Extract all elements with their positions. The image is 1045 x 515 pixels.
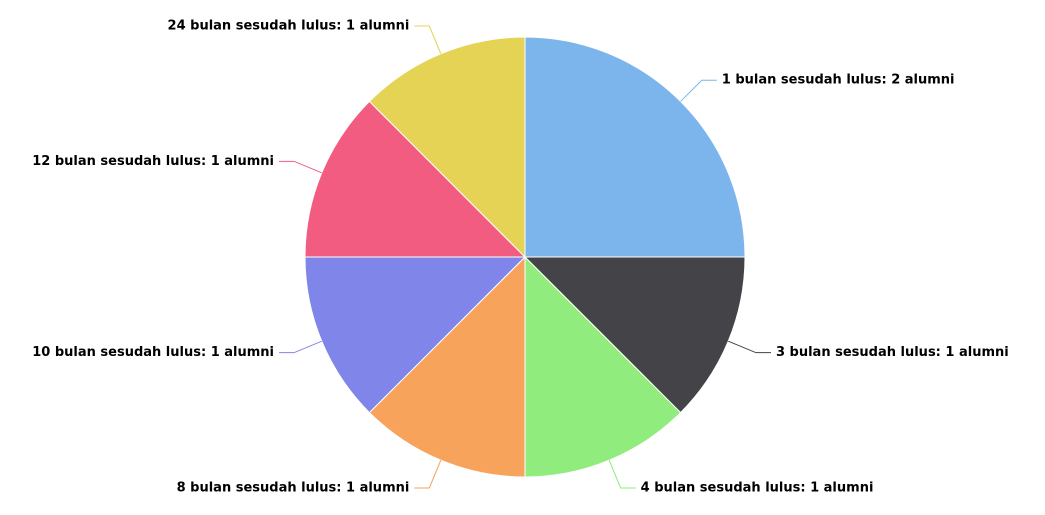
connector bbox=[279, 340, 322, 354]
data-label: 12 bulan sesudah lulus: 1 alumni bbox=[32, 154, 274, 169]
data-label: 3 bulan sesudah lulus: 1 alumni bbox=[776, 345, 1009, 360]
connector bbox=[608, 460, 636, 489]
data-label: 1 bulan sesudah lulus: 2 alumni bbox=[722, 73, 955, 88]
data-label: 10 bulan sesudah lulus: 1 alumni bbox=[32, 345, 274, 360]
pie-slice bbox=[524, 36, 746, 258]
connector bbox=[680, 79, 717, 102]
pie-slice bbox=[368, 36, 526, 259]
data-label: 4 bulan sesudah lulus: 1 alumni bbox=[641, 480, 874, 495]
data-label: 24 bulan sesudah lulus: 1 alumni bbox=[168, 19, 410, 34]
pie-slice bbox=[304, 100, 527, 258]
connector bbox=[414, 460, 442, 489]
connector bbox=[414, 25, 442, 54]
connector bbox=[728, 340, 771, 354]
pie-slice bbox=[524, 255, 682, 478]
connector bbox=[279, 160, 322, 174]
data-label: 8 bulan sesudah lulus: 1 alumni bbox=[177, 480, 410, 495]
